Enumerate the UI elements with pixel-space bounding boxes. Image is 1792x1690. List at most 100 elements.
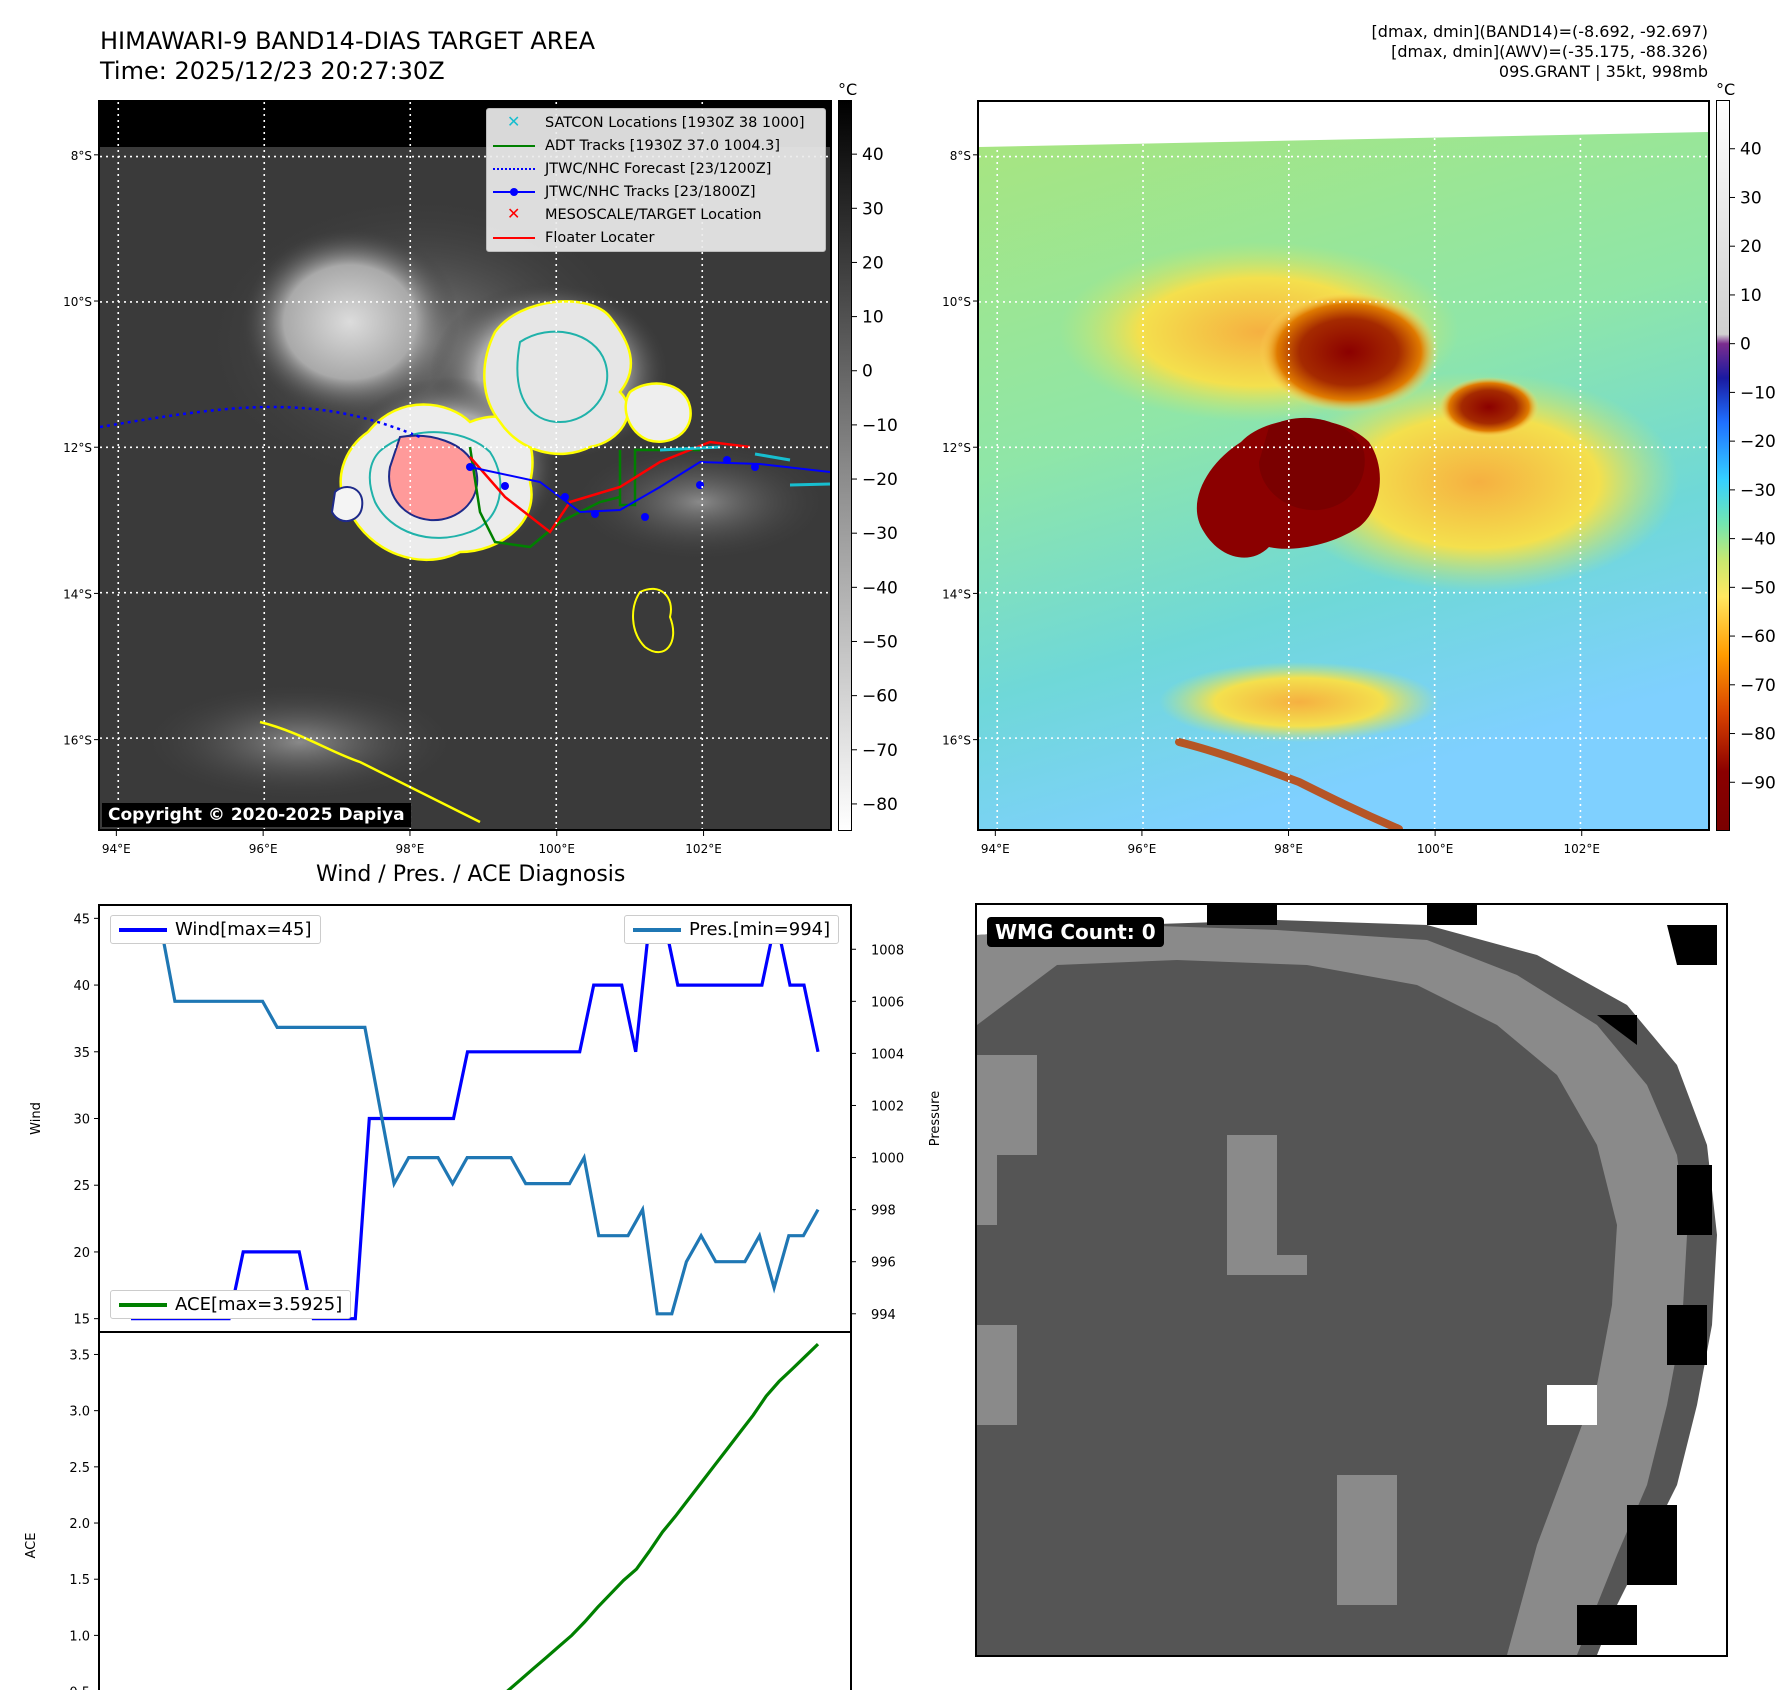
moist-region xyxy=(1279,372,1679,592)
lat-label: 12°S xyxy=(63,441,92,455)
wmg-pixel-patch xyxy=(1227,1135,1307,1275)
jtwc-track-point xyxy=(591,510,599,518)
awv-range-info: [dmax, dmin](AWV)=(-35.175, -88.326) xyxy=(1391,42,1708,61)
deep-convection-core xyxy=(1259,417,1365,511)
ir-map xyxy=(100,102,830,829)
pressure-series-line xyxy=(131,921,820,1316)
ace-series-line xyxy=(506,1342,820,1690)
deep-convection xyxy=(1259,292,1439,412)
lat-label: 16°S xyxy=(63,734,92,748)
pressure-ytick-label: 994 xyxy=(871,1308,896,1323)
colorbar-tick-label: −80 xyxy=(862,795,898,815)
moist-band xyxy=(1175,738,1403,829)
wind-ytick-label: 40 xyxy=(73,979,90,994)
map-legend: ✕ SATCON Locations [1930Z 38 1000] ADT Tra… xyxy=(486,108,826,252)
legend-symbol: ✕ xyxy=(507,111,521,131)
storm-info: 09S.GRANT | 35kt, 998mb xyxy=(1498,62,1708,81)
wind-ytick-label: 15 xyxy=(73,1313,90,1328)
legend-entry: ✕ SATCON Locations [1930Z 38 1000] xyxy=(487,111,825,134)
lat-label: 8°S xyxy=(71,149,92,163)
wind-ytick-label: 20 xyxy=(73,1246,90,1261)
jtwc-track-point xyxy=(561,493,569,501)
cloud-contour xyxy=(483,300,633,456)
legend-label: ADT Tracks [1930Z 37.0 1004.3] xyxy=(545,137,781,154)
lon-label: 96°E xyxy=(1127,842,1156,856)
cloud-contour xyxy=(516,330,609,424)
jtwc-track-point xyxy=(751,463,759,471)
jtwc-track-points xyxy=(466,456,759,521)
band14-range-info: [dmax, dmin](BAND14)=(-8.692, -92.697) xyxy=(1371,22,1708,41)
wmg-core xyxy=(977,960,1617,1655)
legend-symbol xyxy=(493,162,535,176)
ir-map-panel: Copyright © 2020-2025 Dapiya ✕ SATCON Loc… xyxy=(98,100,832,831)
pressure-ytick-label: 998 xyxy=(871,1204,896,1219)
colorbar-tick-label: −50 xyxy=(1740,578,1776,598)
colorbar-tick-label: 10 xyxy=(1740,286,1762,306)
wmg-grid-image xyxy=(977,905,1726,1655)
ace-axis-label: ACE xyxy=(24,1533,39,1559)
ace-ytick-label: 1.0 xyxy=(69,1629,90,1644)
ace-ytick-label: 2.5 xyxy=(69,1461,90,1476)
colorbar-tick-label: −80 xyxy=(1740,725,1776,745)
wind-series-line xyxy=(131,916,820,1321)
colorbar-tick-label: −60 xyxy=(1740,627,1776,647)
legend-label: MESOSCALE/TARGET Location xyxy=(545,206,762,223)
lon-label: 98°E xyxy=(396,842,425,856)
wind-ytick-label: 30 xyxy=(73,1113,90,1128)
satcon-locations xyxy=(659,445,830,487)
legend-entry: ✕ MESOSCALE/TARGET Location xyxy=(487,203,825,226)
lon-label: 102°E xyxy=(685,842,722,856)
legend-label: SATCON Locations [1930Z 38 1000] xyxy=(545,114,805,131)
pressure-legend: Pres.[min=994] xyxy=(624,915,840,944)
colorbar-tick-label: −20 xyxy=(1740,432,1776,452)
legend-label: JTWC/NHC Forecast [23/1200Z] xyxy=(545,160,772,177)
ace-legend-line xyxy=(119,1302,167,1307)
map-axis-labels: 8°S 10°S 12°S 14°S 16°S 94°E 96°E 98°E 100°E 102°… xyxy=(942,149,1600,856)
wind-ytick-label: 35 xyxy=(73,1046,90,1061)
colorbar-tick-label: 30 xyxy=(1740,188,1762,208)
legend-entry: Floater Locater xyxy=(487,226,825,249)
colorbar-tick-label: −40 xyxy=(1740,530,1776,550)
jtwc-track-point xyxy=(723,456,731,464)
copyright-label: Copyright © 2020-2025 Dapiya xyxy=(102,803,411,827)
colorbar-tick-label: −40 xyxy=(862,578,898,598)
legend-entry: JTWC/NHC Forecast [23/1200Z] xyxy=(487,157,825,180)
wind-axis-label: Wind xyxy=(29,1102,44,1135)
pressure-ytick-label: 1006 xyxy=(871,995,904,1010)
colorbar-tick-label: −70 xyxy=(1740,676,1776,696)
diagnosis-title: Wind / Pres. / ACE Diagnosis xyxy=(316,862,626,887)
ace-ytick-label: 3.5 xyxy=(69,1348,90,1363)
colorbar-tick-label: 10 xyxy=(862,308,884,328)
colorbar-gray xyxy=(838,100,852,831)
pressure-ytick-label: 1000 xyxy=(871,1152,904,1167)
wmg-white-pixels xyxy=(1547,1385,1597,1425)
jtwc-track-point xyxy=(641,513,649,521)
colorbar-tick-label: 30 xyxy=(862,199,884,219)
ace-legend: ACE[max=3.5925] xyxy=(110,1290,352,1319)
legend-entry: JTWC/NHC Tracks [23/1800Z] xyxy=(487,180,825,203)
timestamp: Time: 2025/12/23 20:27:30Z xyxy=(100,57,445,85)
lat-label: 12°S xyxy=(942,441,971,455)
wind-legend-line xyxy=(119,927,167,932)
cloud-contour xyxy=(368,431,502,539)
pressure-ytick-label: 1002 xyxy=(871,1099,904,1114)
ace-legend-label: ACE[max=3.5925] xyxy=(175,1294,343,1315)
lat-label: 16°S xyxy=(942,734,971,748)
jtwc-track-point xyxy=(466,463,474,471)
colorbar-tick-label: −10 xyxy=(1740,383,1776,403)
colorbar-tick-label: −70 xyxy=(862,741,898,761)
colorbar-color-unit: °C xyxy=(1716,80,1736,99)
lat-label: 8°S xyxy=(950,149,971,163)
cloud-field xyxy=(240,227,460,417)
cloud-contour xyxy=(259,720,481,824)
ace-ytick-label: 1.5 xyxy=(69,1573,90,1588)
colorbar-tick-label: −20 xyxy=(862,470,898,490)
cold-core xyxy=(388,434,479,522)
awv-map xyxy=(979,102,1708,829)
map-gridlines xyxy=(979,102,1708,829)
lon-label: 102°E xyxy=(1563,842,1600,856)
wind-ytick-label: 45 xyxy=(73,912,90,927)
lon-label: 100°E xyxy=(1417,842,1454,856)
legend-symbol xyxy=(493,185,535,199)
wind-legend-label: Wind[max=45] xyxy=(175,919,312,940)
